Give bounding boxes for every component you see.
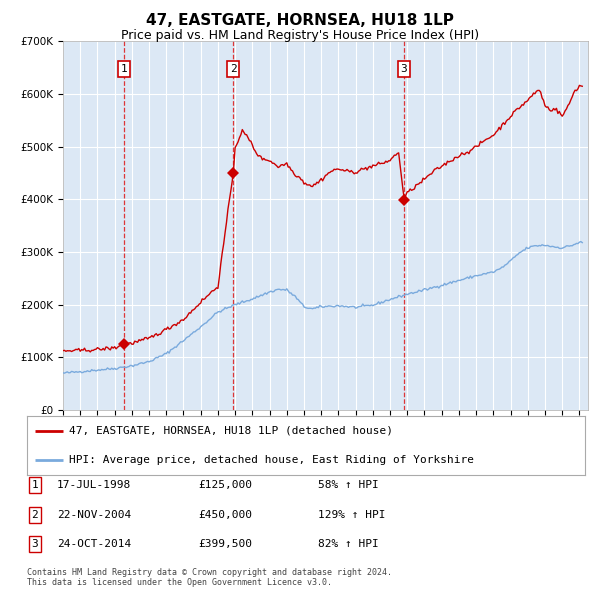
- Text: 1: 1: [121, 64, 127, 74]
- Text: £399,500: £399,500: [198, 539, 252, 549]
- Text: 22-NOV-2004: 22-NOV-2004: [57, 510, 131, 520]
- Text: 3: 3: [401, 64, 407, 74]
- Text: £125,000: £125,000: [198, 480, 252, 490]
- Text: 47, EASTGATE, HORNSEA, HU18 1LP (detached house): 47, EASTGATE, HORNSEA, HU18 1LP (detache…: [69, 426, 393, 435]
- Text: 129% ↑ HPI: 129% ↑ HPI: [318, 510, 386, 520]
- Text: 58% ↑ HPI: 58% ↑ HPI: [318, 480, 379, 490]
- Text: £450,000: £450,000: [198, 510, 252, 520]
- Text: 2: 2: [31, 510, 38, 520]
- Text: 1: 1: [31, 480, 38, 490]
- Text: 82% ↑ HPI: 82% ↑ HPI: [318, 539, 379, 549]
- Text: Contains HM Land Registry data © Crown copyright and database right 2024.: Contains HM Land Registry data © Crown c…: [27, 568, 392, 577]
- Text: 47, EASTGATE, HORNSEA, HU18 1LP: 47, EASTGATE, HORNSEA, HU18 1LP: [146, 13, 454, 28]
- Text: 24-OCT-2014: 24-OCT-2014: [57, 539, 131, 549]
- Text: This data is licensed under the Open Government Licence v3.0.: This data is licensed under the Open Gov…: [27, 578, 332, 587]
- Text: Price paid vs. HM Land Registry's House Price Index (HPI): Price paid vs. HM Land Registry's House …: [121, 29, 479, 42]
- Text: 17-JUL-1998: 17-JUL-1998: [57, 480, 131, 490]
- Text: HPI: Average price, detached house, East Riding of Yorkshire: HPI: Average price, detached house, East…: [69, 455, 474, 465]
- Text: 2: 2: [230, 64, 236, 74]
- Text: 3: 3: [31, 539, 38, 549]
